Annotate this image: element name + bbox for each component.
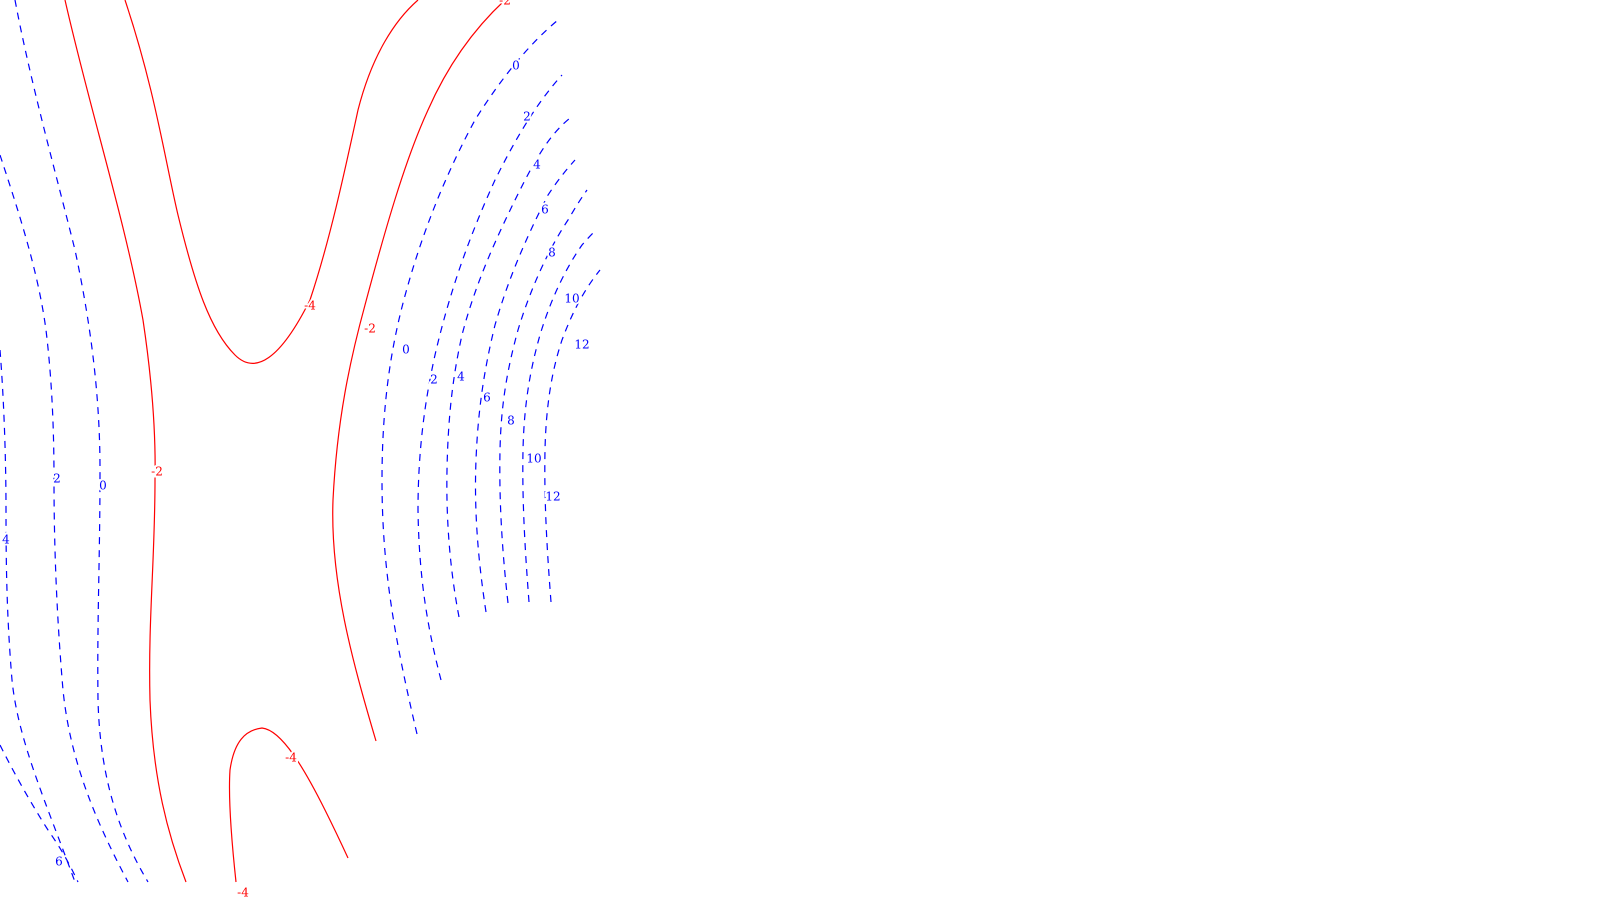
contour-line-level-4-9 (446, 117, 571, 618)
contour-label: 0 (512, 59, 520, 73)
contour-line-level-10-13 (522, 229, 597, 603)
contour-label: 0 (99, 479, 107, 493)
contour-labels: -2 0 2 4 6 8 10 12 -4 -2 0 2 4 6 8 10 12 2 0 -2 4 -4 6 -4 (0, 0, 591, 900)
contour-label: 12 (545, 490, 560, 504)
contour-label: 6 (541, 203, 549, 217)
contour-label: -4 (304, 299, 316, 313)
contour-label: 8 (548, 246, 556, 260)
contour-line-level-neg2-3 (332, 0, 506, 742)
contour-label: 2 (53, 472, 61, 486)
contour-line-level-6-11 (474, 159, 576, 613)
contour-line-level-neg4-0 (124, 0, 419, 364)
contour-line-level-8-12 (499, 189, 588, 604)
contour-label: 12 (574, 338, 589, 352)
contour-line-level-4-8 (0, 349, 76, 883)
contour-label: 4 (2, 533, 10, 547)
contour-label: 6 (483, 391, 491, 405)
contour-line-level-0-5 (381, 19, 559, 735)
contour-line-level-6-10 (0, 744, 79, 883)
contour-label: -4 (237, 886, 249, 900)
contour-label: -4 (285, 751, 297, 765)
contour-label: 10 (564, 292, 579, 306)
contour-label: 2 (523, 110, 531, 124)
contour-line-level-neg4-1 (228, 727, 349, 883)
contour-label: 2 (430, 373, 438, 387)
contour-label: 4 (533, 158, 541, 172)
contour-line-level-12-14 (544, 269, 601, 603)
contour-label: 10 (526, 452, 541, 466)
contour-label: -2 (151, 465, 163, 479)
contour-label: -2 (499, 0, 511, 8)
contour-line-level-2-7 (417, 74, 563, 681)
contour-label: 4 (457, 370, 465, 384)
contour-label: 8 (507, 414, 515, 428)
contour-label: -2 (364, 322, 376, 336)
contour-label: 0 (402, 343, 410, 357)
contour-line-level-neg2-2 (64, 0, 187, 883)
contour-lines (0, 0, 601, 883)
contour-line-level-0-4 (14, 0, 149, 883)
contour-label: 6 (55, 855, 63, 869)
contour-line-level-2-6 (0, 154, 129, 883)
